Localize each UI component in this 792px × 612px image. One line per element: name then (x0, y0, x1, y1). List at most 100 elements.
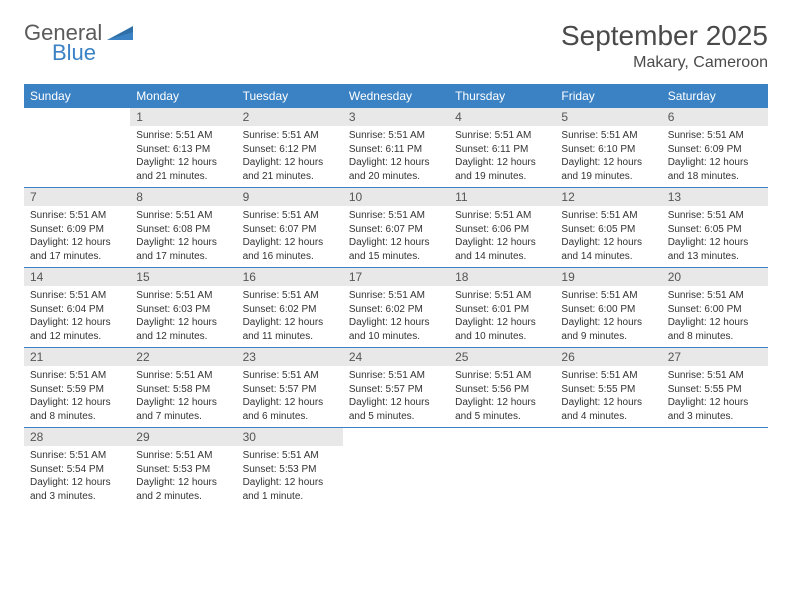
calendar-cell: 21Sunrise: 5:51 AMSunset: 5:59 PMDayligh… (24, 348, 130, 428)
sunrise-text: Sunrise: 5:51 AM (349, 129, 443, 143)
daylight-text: Daylight: 12 hours and 11 minutes. (243, 316, 337, 343)
daylight-text: Daylight: 12 hours and 3 minutes. (30, 476, 124, 503)
sunset-text: Sunset: 6:00 PM (561, 303, 655, 317)
calendar-cell: 16Sunrise: 5:51 AMSunset: 6:02 PMDayligh… (237, 268, 343, 348)
sunrise-text: Sunrise: 5:51 AM (668, 369, 762, 383)
calendar-cell: 4Sunrise: 5:51 AMSunset: 6:11 PMDaylight… (449, 108, 555, 188)
daylight-text: Daylight: 12 hours and 5 minutes. (349, 396, 443, 423)
calendar-cell: 29Sunrise: 5:51 AMSunset: 5:53 PMDayligh… (130, 428, 236, 508)
sunset-text: Sunset: 6:02 PM (243, 303, 337, 317)
calendar-cell: 9Sunrise: 5:51 AMSunset: 6:07 PMDaylight… (237, 188, 343, 268)
day-body: Sunrise: 5:51 AMSunset: 6:06 PMDaylight:… (449, 206, 555, 267)
location: Makary, Cameroon (561, 54, 768, 72)
day-header: Sunday (24, 84, 130, 108)
day-number: 21 (24, 348, 130, 366)
sunset-text: Sunset: 6:00 PM (668, 303, 762, 317)
calendar-cell: 13Sunrise: 5:51 AMSunset: 6:05 PMDayligh… (662, 188, 768, 268)
sunset-text: Sunset: 5:55 PM (561, 383, 655, 397)
calendar-cell: 30Sunrise: 5:51 AMSunset: 5:53 PMDayligh… (237, 428, 343, 508)
sunrise-text: Sunrise: 5:51 AM (136, 369, 230, 383)
calendar-cell: 12 Sunrise: 5:51 AMSunset: 6:05 PMDayligh… (555, 188, 661, 268)
day-number: 19 (555, 268, 661, 286)
sunrise-text: Sunrise: 5:51 AM (455, 129, 549, 143)
calendar-cell (343, 428, 449, 508)
calendar-week-row: 1Sunrise: 5:51 AMSunset: 6:13 PMDaylight… (24, 108, 768, 188)
day-body: Sunrise: 5:51 AMSunset: 6:00 PMDaylight:… (662, 286, 768, 347)
sunset-text: Sunset: 6:10 PM (561, 143, 655, 157)
sunset-text: Sunset: 5:56 PM (455, 383, 549, 397)
day-body: Sunrise: 5:51 AMSunset: 5:53 PMDaylight:… (237, 446, 343, 507)
daylight-text: Daylight: 12 hours and 19 minutes. (455, 156, 549, 183)
day-number: 6 (662, 108, 768, 126)
calendar-cell (662, 428, 768, 508)
daylight-text: Daylight: 12 hours and 3 minutes. (668, 396, 762, 423)
day-body: Sunrise: 5:51 AMSunset: 6:08 PMDaylight:… (130, 206, 236, 267)
day-number: 3 (343, 108, 449, 126)
day-header-row: Sunday Monday Tuesday Wednesday Thursday… (24, 84, 768, 108)
calendar-week-row: 7Sunrise: 5:51 AMSunset: 6:09 PMDaylight… (24, 188, 768, 268)
calendar-week-row: 14Sunrise: 5:51 AMSunset: 6:04 PMDayligh… (24, 268, 768, 348)
sunrise-text: Sunrise: 5:51 AM (243, 129, 337, 143)
sunrise-text: Sunrise: 5:51 AM (668, 129, 762, 143)
day-number: 9 (237, 188, 343, 206)
daylight-text: Daylight: 12 hours and 14 minutes. (561, 236, 655, 263)
sunrise-text: Sunrise: 5:51 AM (561, 209, 655, 223)
daylight-text: Daylight: 12 hours and 18 minutes. (668, 156, 762, 183)
sunset-text: Sunset: 5:55 PM (668, 383, 762, 397)
daylight-text: Daylight: 12 hours and 12 minutes. (136, 316, 230, 343)
day-body: Sunrise: 5:51 AMSunset: 5:53 PMDaylight:… (130, 446, 236, 507)
day-number: 13 (662, 188, 768, 206)
day-body: Sunrise: 5:51 AMSunset: 6:00 PMDaylight:… (555, 286, 661, 347)
day-number: 2 (237, 108, 343, 126)
day-number: 12 (555, 188, 661, 206)
logo-triangle-icon (107, 22, 133, 45)
daylight-text: Daylight: 12 hours and 8 minutes. (668, 316, 762, 343)
day-number: 18 (449, 268, 555, 286)
calendar-cell: 8Sunrise: 5:51 AMSunset: 6:08 PMDaylight… (130, 188, 236, 268)
day-number: 10 (343, 188, 449, 206)
day-body: Sunrise: 5:51 AMSunset: 5:58 PMDaylight:… (130, 366, 236, 427)
calendar-table: Sunday Monday Tuesday Wednesday Thursday… (24, 84, 768, 507)
calendar-cell: 26Sunrise: 5:51 AMSunset: 5:55 PMDayligh… (555, 348, 661, 428)
daylight-text: Daylight: 12 hours and 15 minutes. (349, 236, 443, 263)
day-number: 15 (130, 268, 236, 286)
daylight-text: Daylight: 12 hours and 8 minutes. (30, 396, 124, 423)
day-header: Monday (130, 84, 236, 108)
sunset-text: Sunset: 5:54 PM (30, 463, 124, 477)
title-block: September 2025 Makary, Cameroon (561, 20, 768, 72)
day-body: Sunrise: 5:51 AMSunset: 6:01 PMDaylight:… (449, 286, 555, 347)
daylight-text: Daylight: 12 hours and 16 minutes. (243, 236, 337, 263)
sunrise-text: Sunrise: 5:51 AM (561, 369, 655, 383)
day-body: Sunrise: 5:51 AMSunset: 5:55 PMDaylight:… (555, 366, 661, 427)
day-body: Sunrise: 5:51 AMSunset: 5:56 PMDaylight:… (449, 366, 555, 427)
sunset-text: Sunset: 5:53 PM (243, 463, 337, 477)
day-header: Tuesday (237, 84, 343, 108)
calendar-cell: 2Sunrise: 5:51 AMSunset: 6:12 PMDaylight… (237, 108, 343, 188)
day-number: 8 (130, 188, 236, 206)
sunset-text: Sunset: 6:05 PM (561, 223, 655, 237)
calendar-cell: 7Sunrise: 5:51 AMSunset: 6:09 PMDaylight… (24, 188, 130, 268)
sunrise-text: Sunrise: 5:51 AM (349, 289, 443, 303)
calendar-cell: 18Sunrise: 5:51 AMSunset: 6:01 PMDayligh… (449, 268, 555, 348)
sunset-text: Sunset: 6:07 PM (349, 223, 443, 237)
month-title: September 2025 (561, 20, 768, 52)
daylight-text: Daylight: 12 hours and 9 minutes. (561, 316, 655, 343)
calendar-cell: 5Sunrise: 5:51 AMSunset: 6:10 PMDaylight… (555, 108, 661, 188)
calendar-cell: 15Sunrise: 5:51 AMSunset: 6:03 PMDayligh… (130, 268, 236, 348)
sunset-text: Sunset: 6:01 PM (455, 303, 549, 317)
day-header: Thursday (449, 84, 555, 108)
day-body: Sunrise: 5:51 AMSunset: 5:57 PMDaylight:… (237, 366, 343, 427)
day-number: 5 (555, 108, 661, 126)
calendar-cell (24, 108, 130, 188)
calendar-cell: 20Sunrise: 5:51 AMSunset: 6:00 PMDayligh… (662, 268, 768, 348)
sunrise-text: Sunrise: 5:51 AM (30, 449, 124, 463)
day-body: Sunrise: 5:51 AMSunset: 5:54 PMDaylight:… (24, 446, 130, 507)
daylight-text: Daylight: 12 hours and 14 minutes. (455, 236, 549, 263)
calendar-cell (555, 428, 661, 508)
daylight-text: Daylight: 12 hours and 19 minutes. (561, 156, 655, 183)
sunset-text: Sunset: 6:02 PM (349, 303, 443, 317)
day-number: 4 (449, 108, 555, 126)
daylight-text: Daylight: 12 hours and 6 minutes. (243, 396, 337, 423)
day-body: Sunrise: 5:51 AMSunset: 6:02 PMDaylight:… (237, 286, 343, 347)
day-header: Saturday (662, 84, 768, 108)
